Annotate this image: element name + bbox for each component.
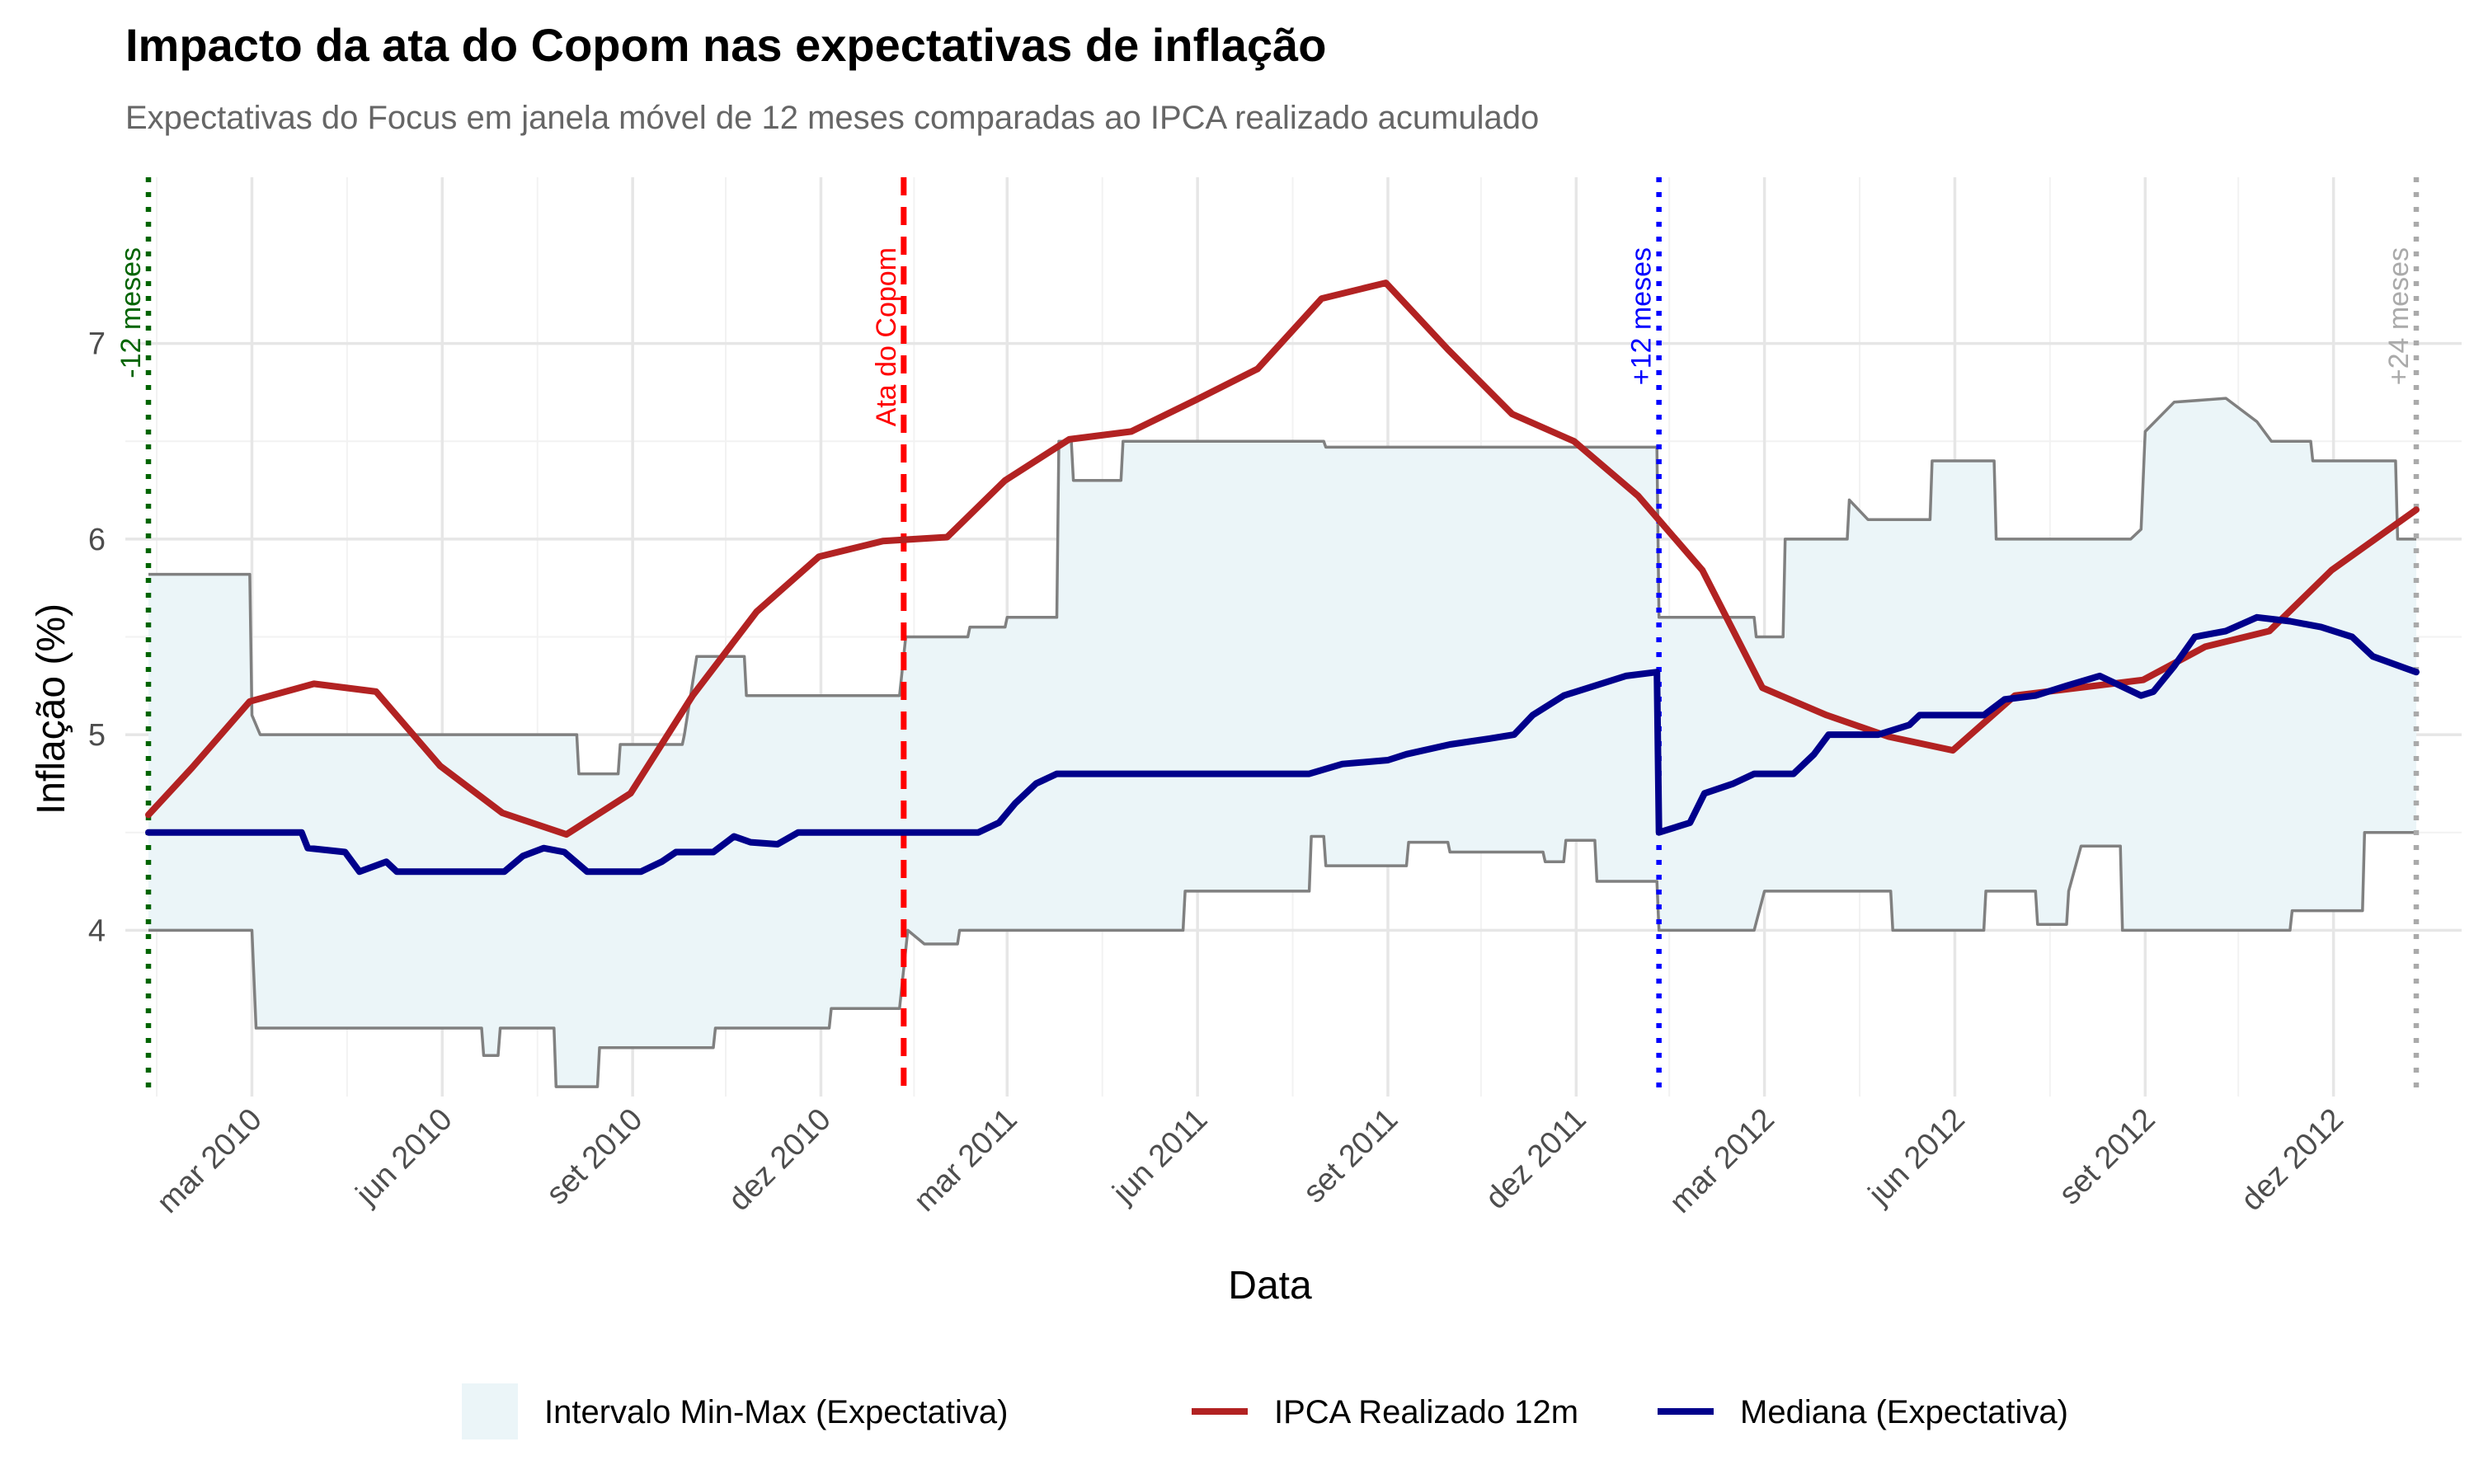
legend-swatch — [462, 1383, 518, 1439]
series-line — [145, 613, 2420, 876]
band-upper-line — [148, 397, 2416, 776]
reference-line-label: Ata do Copom — [871, 247, 902, 426]
y-tick-label: 4 — [88, 913, 106, 948]
legend: Intervalo Min-Max (Expectativa) IPCA Real… — [462, 1383, 2068, 1439]
reference-lines: -12 meses Ata do Copom +12 meses +24 meses — [115, 177, 2420, 1097]
reference-line-label: -12 meses — [115, 247, 147, 378]
chart-title: Impacto da ata do Copom nas expectativas… — [125, 19, 1326, 71]
band-lower-line — [148, 830, 2416, 1088]
legend-label: Intervalo Min-Max (Expectativa) — [544, 1394, 1008, 1430]
legend-label: Mediana (Expectativa) — [1740, 1394, 2068, 1430]
band-area — [148, 398, 2416, 1087]
x-axis-title: Data — [1228, 1264, 1312, 1308]
y-tick-labels: 4 5 6 7 — [88, 327, 106, 949]
reference-line-label: +24 meses — [2383, 247, 2415, 385]
y-tick-label: 6 — [88, 523, 106, 557]
y-tick-label: 5 — [88, 718, 106, 753]
chart-subtitle: Expectativas do Focus em janela móvel de… — [125, 100, 1539, 136]
y-tick-label: 7 — [88, 327, 106, 362]
legend-label: IPCA Realizado 12m — [1274, 1394, 1578, 1430]
min-max-band — [148, 397, 2416, 1088]
reference-line-label: +12 meses — [1626, 247, 1658, 385]
series-lines — [145, 279, 2420, 876]
y-axis-title: Inflação (%) — [30, 603, 73, 815]
